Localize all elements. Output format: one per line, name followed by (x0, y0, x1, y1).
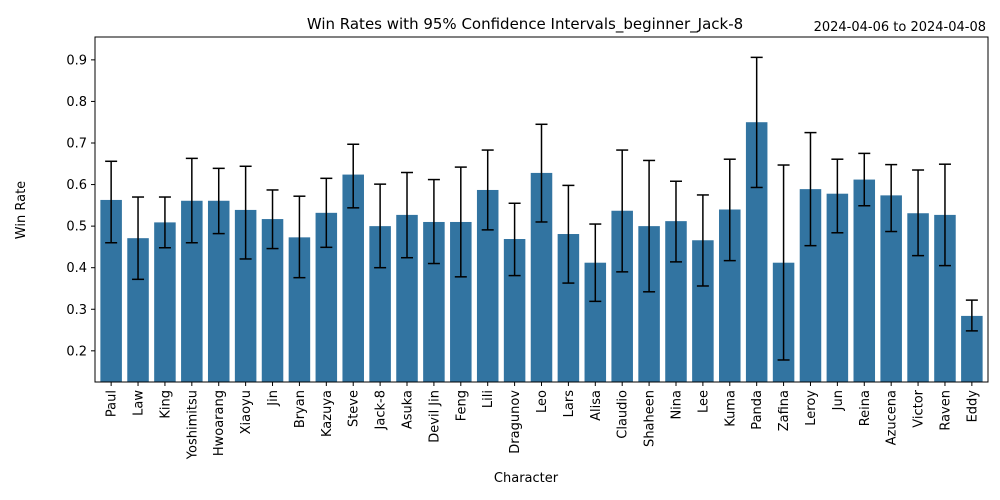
bar (557, 234, 580, 382)
bar (934, 214, 956, 382)
x-tick-label: Jun (831, 390, 846, 411)
bar (369, 226, 391, 382)
bar (503, 239, 526, 382)
bar (100, 199, 122, 382)
x-tick-label: Alisa (589, 390, 604, 421)
bar (127, 238, 149, 382)
x-tick-label: Nina (669, 390, 684, 420)
x-tick-label: Steve (347, 390, 362, 427)
y-tick-label: 0.2 (66, 344, 87, 359)
y-tick-label: 0.8 (66, 95, 87, 110)
x-tick-label: Raven (938, 390, 953, 431)
y-axis: 0.2 0.3 0.4 0.5 0.6 0.7 0.8 0.9 (66, 53, 95, 359)
y-tick-label: 0.7 (66, 136, 87, 151)
x-tick-label: Azucena (885, 390, 900, 445)
x-tick-label: Shaheen (643, 390, 658, 447)
bar (853, 179, 876, 382)
x-tick-label: Lee (696, 390, 711, 413)
x-axis-label: Character (494, 471, 559, 486)
bar (530, 172, 553, 382)
x-tick-label: Panda (750, 390, 765, 430)
x-tick-label: Feng (454, 390, 469, 421)
bar (450, 221, 472, 382)
x-tick-label: Dragunov (508, 390, 523, 454)
y-axis-label: Win Rate (14, 181, 29, 239)
x-tick-label: Bryan (293, 390, 308, 428)
x-tick-label: Devil Jin (427, 390, 442, 443)
bar (799, 189, 822, 382)
bar (261, 219, 284, 382)
bar (638, 226, 660, 382)
x-tick-label: King (158, 390, 173, 419)
x-tick-label: Eddy (965, 390, 980, 423)
y-tick-label: 0.4 (66, 261, 87, 276)
bar (288, 237, 311, 382)
x-tick-label: Lars (562, 390, 577, 418)
bar (423, 221, 445, 382)
errorbars-layer (105, 56, 978, 361)
x-axis: Paul Law King Yoshimitsu Hwoarang Xiaoyu Jin Br… (105, 382, 980, 460)
x-tick-label: Paul (105, 390, 120, 417)
x-tick-label: Zafina (777, 390, 792, 431)
date-range-subtitle: 2024-04-06 to 2024-04-08 (814, 20, 986, 35)
x-tick-label: Jin (266, 390, 281, 407)
bar (880, 195, 902, 382)
bar (584, 262, 607, 382)
bar (154, 222, 176, 382)
bar (396, 214, 418, 382)
x-tick-label: Leo (535, 390, 550, 413)
bar (342, 174, 364, 382)
bar (719, 209, 741, 382)
bar (181, 200, 203, 382)
x-tick-label: Jack-8 (374, 390, 389, 430)
x-tick-label: Lili (481, 390, 496, 408)
x-tick-label: Claudio (616, 390, 631, 439)
y-tick-label: 0.6 (66, 178, 87, 193)
x-tick-label: Xiaoyu (239, 390, 254, 434)
bar (234, 209, 257, 382)
x-tick-label: Victor (912, 389, 927, 427)
x-tick-label: Hwoarang (212, 390, 227, 456)
bar (476, 189, 499, 382)
x-tick-label: Asuka (401, 390, 416, 429)
y-tick-label: 0.5 (66, 220, 87, 235)
x-tick-label: Reina (858, 390, 873, 426)
x-tick-label: Kazuya (320, 390, 335, 437)
y-tick-label: 0.9 (66, 53, 87, 68)
x-tick-label: Law (132, 390, 147, 416)
bar (207, 200, 230, 382)
bar (826, 193, 849, 382)
bars-layer (100, 122, 983, 383)
chart-title: Win Rates with 95% Confidence Intervals_… (307, 15, 743, 34)
bar (315, 212, 338, 382)
bar (611, 210, 633, 382)
x-tick-label: Leroy (804, 390, 819, 426)
bar (692, 240, 714, 382)
x-tick-label: Yoshimitsu (185, 390, 200, 460)
bar (961, 315, 983, 382)
y-tick-label: 0.3 (66, 303, 87, 318)
x-tick-label: Kuma (723, 390, 738, 427)
